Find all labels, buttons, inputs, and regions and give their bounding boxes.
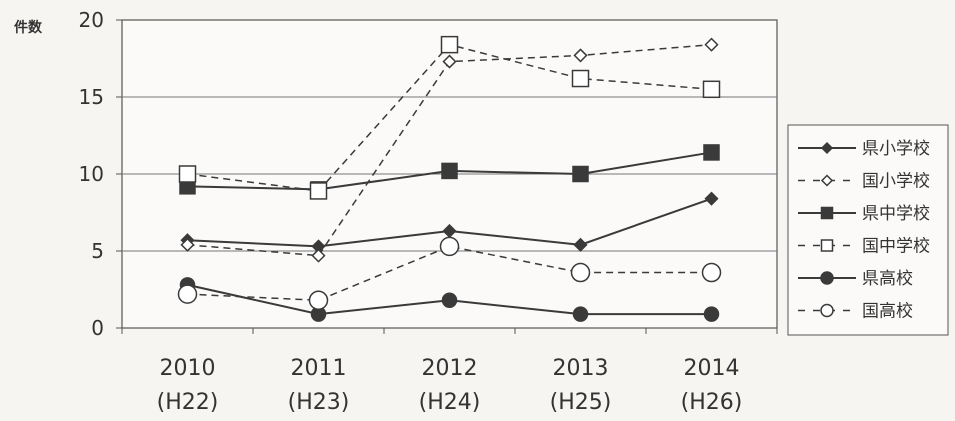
legend-item: 国小学校 <box>798 172 930 192</box>
data-point <box>573 48 588 63</box>
series-4 <box>178 35 721 200</box>
x-tick-label-line: (H24) <box>419 390 481 415</box>
data-point <box>570 262 591 283</box>
x-tick-label: 2012 (H24) <box>419 356 481 415</box>
x-tick-label-line: 2010 <box>160 356 216 381</box>
data-point <box>311 248 326 263</box>
series-2 <box>180 37 719 263</box>
legend-marker <box>820 206 834 220</box>
y-axis-label: 件数 <box>14 19 43 36</box>
series-6 <box>177 236 722 311</box>
legend-marker <box>820 239 834 252</box>
legend-marker <box>820 141 834 155</box>
x-tick-label: 2010 (H22) <box>157 356 219 415</box>
y-tick-label: 20 <box>79 8 104 32</box>
x-tick-label-line: (H23) <box>288 390 350 415</box>
legend-item: 国高校 <box>798 302 913 322</box>
y-tick-label: 5 <box>91 239 104 263</box>
legend-box <box>787 124 949 336</box>
data-point <box>572 165 589 183</box>
data-point <box>702 80 721 99</box>
data-point <box>703 144 720 161</box>
legend-label: 国小学校 <box>862 172 930 192</box>
legend-label: 国中学校 <box>862 237 930 257</box>
data-point <box>571 69 590 88</box>
data-point <box>308 290 329 311</box>
legend-marker <box>820 271 834 285</box>
data-point <box>704 37 719 52</box>
legend-label: 県中学校 <box>862 204 930 224</box>
data-point <box>572 306 589 322</box>
data-point <box>439 236 460 257</box>
x-tick-label-line: (H22) <box>157 390 219 415</box>
data-point <box>180 237 195 252</box>
legend-label: 県小学校 <box>862 139 930 159</box>
legend-marker <box>820 174 834 187</box>
legend-label: 国高校 <box>862 302 913 322</box>
data-point <box>441 292 458 309</box>
x-tick-label: 2014 (H26) <box>681 356 743 415</box>
legend-item: 県小学校 <box>798 139 930 159</box>
x-tick-label-line: (H26) <box>681 390 743 415</box>
series-line <box>187 245 712 302</box>
x-tick-label-line: 2012 <box>422 356 478 381</box>
y-tick-label: 10 <box>79 162 104 186</box>
legend-label: 県高校 <box>862 269 913 289</box>
data-point <box>704 191 719 206</box>
x-tick-label-line: 2014 <box>684 356 740 381</box>
data-point <box>442 54 457 69</box>
x-tick-label: 2011 (H23) <box>288 356 350 415</box>
legend-item: 県高校 <box>798 269 913 289</box>
legend-item: 国中学校 <box>798 237 930 257</box>
y-tick-label: 0 <box>91 316 104 340</box>
x-tick-label-line: (H25) <box>550 390 612 415</box>
data-point <box>177 284 198 304</box>
x-tick-label-line: 2011 <box>291 356 347 381</box>
data-point <box>441 162 458 180</box>
x-tick-label: 2013 (H25) <box>550 356 612 415</box>
data-point <box>309 182 328 200</box>
legend-marker <box>820 303 834 318</box>
y-tick-label: 15 <box>79 85 104 109</box>
data-point <box>703 306 720 322</box>
series-1 <box>180 191 719 254</box>
legend-item: 県中学校 <box>798 204 930 224</box>
data-point <box>178 165 197 183</box>
data-point <box>701 262 722 283</box>
series-5 <box>179 277 720 322</box>
data-point <box>440 35 459 54</box>
x-tick-label-line: 2013 <box>553 356 609 381</box>
data-point <box>573 237 588 252</box>
